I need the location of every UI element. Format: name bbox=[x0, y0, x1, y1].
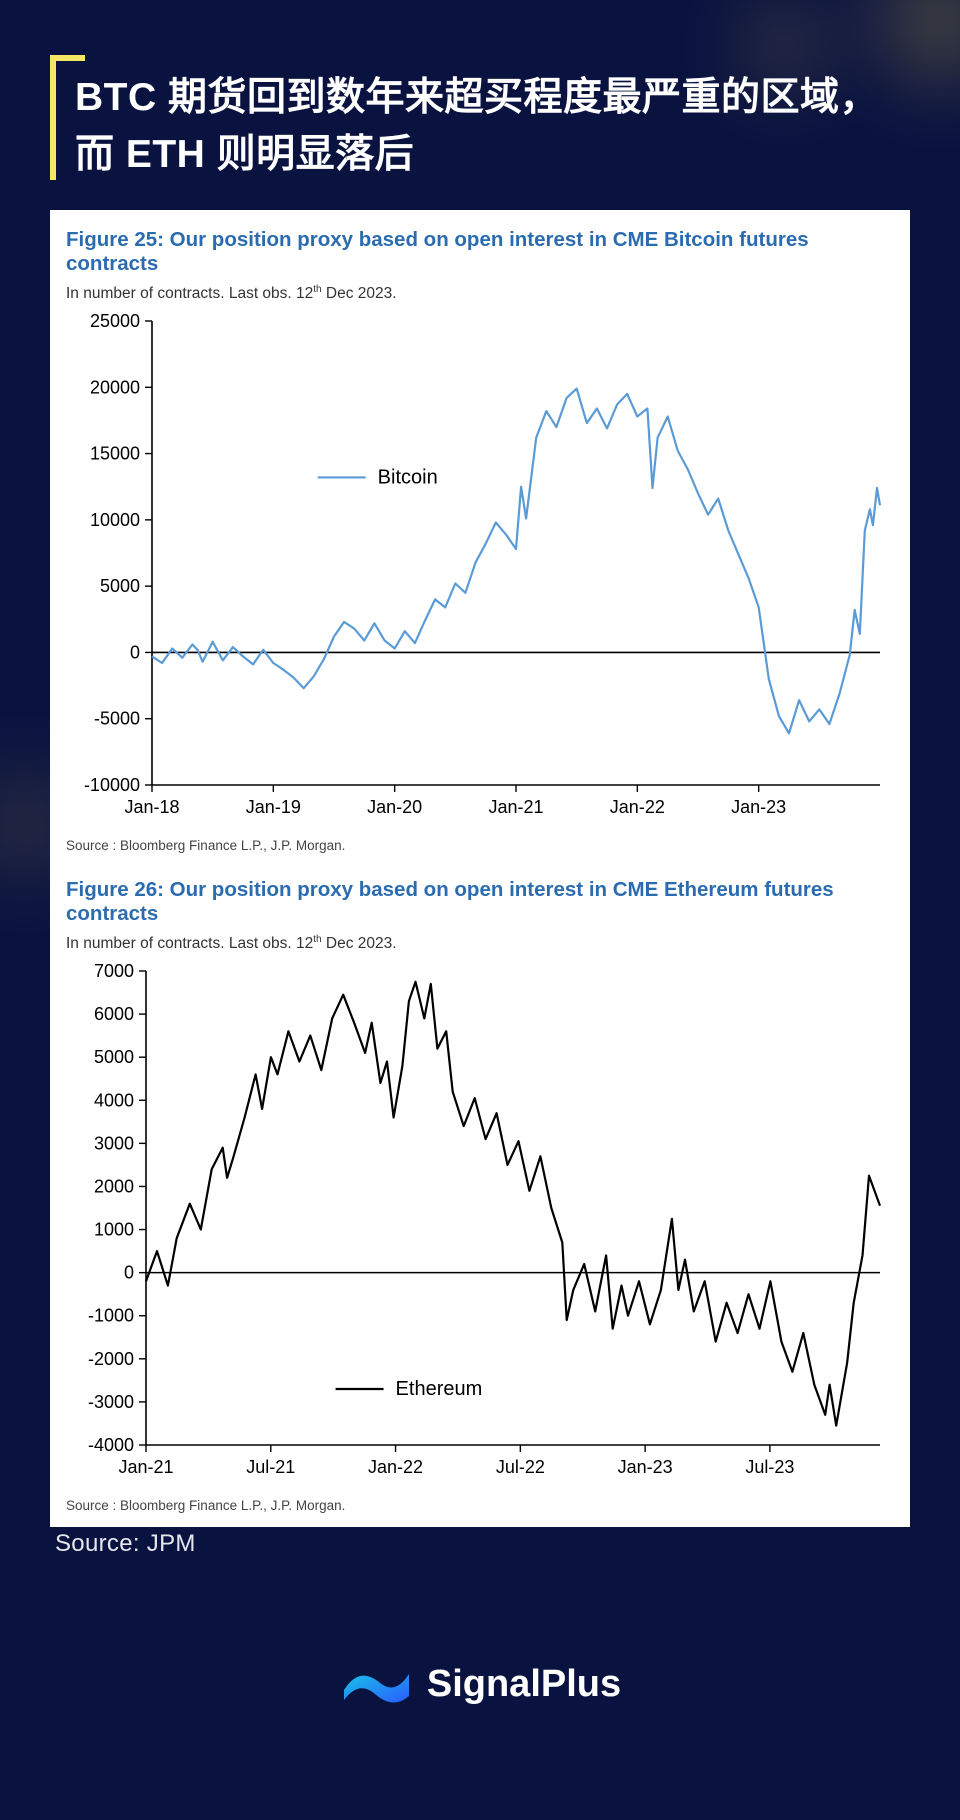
svg-text:-2000: -2000 bbox=[88, 1349, 134, 1369]
page-title: BTC 期货回到数年来超买程度最严重的区域，而 ETH 则明显落后 bbox=[75, 70, 910, 183]
svg-text:7000: 7000 bbox=[94, 961, 134, 981]
svg-text:Jan-23: Jan-23 bbox=[618, 1457, 673, 1477]
svg-text:0: 0 bbox=[124, 1263, 134, 1283]
svg-text:Jan-19: Jan-19 bbox=[246, 797, 301, 817]
svg-text:2000: 2000 bbox=[94, 1177, 134, 1197]
accent-bar bbox=[50, 60, 56, 180]
svg-text:Jan-21: Jan-21 bbox=[488, 797, 543, 817]
figure-25-panel: Figure 25: Our position proxy based on o… bbox=[50, 210, 910, 867]
figure-26-panel: Figure 26: Our position proxy based on o… bbox=[50, 860, 910, 1527]
svg-text:Jul-22: Jul-22 bbox=[496, 1457, 545, 1477]
svg-text:Jan-23: Jan-23 bbox=[731, 797, 786, 817]
svg-text:-10000: -10000 bbox=[84, 775, 140, 795]
svg-text:Bitcoin: Bitcoin bbox=[378, 467, 438, 489]
svg-text:5000: 5000 bbox=[100, 576, 140, 596]
svg-text:Jan-20: Jan-20 bbox=[367, 797, 422, 817]
svg-text:Jan-21: Jan-21 bbox=[118, 1457, 173, 1477]
svg-text:15000: 15000 bbox=[90, 444, 140, 464]
svg-text:-5000: -5000 bbox=[94, 709, 140, 729]
svg-text:20000: 20000 bbox=[90, 377, 140, 397]
svg-text:Ethereum: Ethereum bbox=[396, 1378, 483, 1400]
svg-text:Jul-21: Jul-21 bbox=[246, 1457, 295, 1477]
figure-26-chart: -4000 -3000 -2000 -1000 0 1000 2000 3000 4000 500… bbox=[66, 955, 894, 1485]
figure-26-source: Source : Bloomberg Finance L.P., J.P. Mo… bbox=[66, 1498, 894, 1513]
figure-25-title: Figure 25: Our position proxy based on o… bbox=[66, 228, 894, 276]
svg-text:Jan-18: Jan-18 bbox=[124, 797, 179, 817]
svg-text:5000: 5000 bbox=[94, 1047, 134, 1067]
svg-text:Jan-22: Jan-22 bbox=[368, 1457, 423, 1477]
svg-text:Jul-23: Jul-23 bbox=[745, 1457, 794, 1477]
svg-text:-4000: -4000 bbox=[88, 1435, 134, 1455]
figure-25-subtitle: In number of contracts. Last obs. 12th D… bbox=[66, 284, 894, 303]
svg-text:25000: 25000 bbox=[90, 311, 140, 331]
svg-text:10000: 10000 bbox=[90, 510, 140, 530]
brand-name: SignalPlus bbox=[427, 1663, 621, 1706]
figure-25-chart: -10000 -5000 0 5000 10000 15000 20000 25000 Jan-… bbox=[66, 305, 894, 825]
figure-25-source: Source : Bloomberg Finance L.P., J.P. Mo… bbox=[66, 838, 894, 853]
svg-text:-1000: -1000 bbox=[88, 1306, 134, 1326]
svg-text:6000: 6000 bbox=[94, 1004, 134, 1024]
svg-text:1000: 1000 bbox=[94, 1220, 134, 1240]
brand-footer: SignalPlus bbox=[0, 1660, 960, 1708]
svg-text:Jan-22: Jan-22 bbox=[610, 797, 665, 817]
outer-source: Source: JPM bbox=[55, 1530, 196, 1558]
svg-text:4000: 4000 bbox=[94, 1090, 134, 1110]
svg-text:0: 0 bbox=[130, 643, 140, 663]
figure-26-title: Figure 26: Our position proxy based on o… bbox=[66, 878, 894, 926]
figure-26-subtitle: In number of contracts. Last obs. 12th D… bbox=[66, 934, 894, 953]
svg-text:3000: 3000 bbox=[94, 1134, 134, 1154]
brand-logo-icon bbox=[339, 1660, 413, 1708]
svg-text:-3000: -3000 bbox=[88, 1392, 134, 1412]
